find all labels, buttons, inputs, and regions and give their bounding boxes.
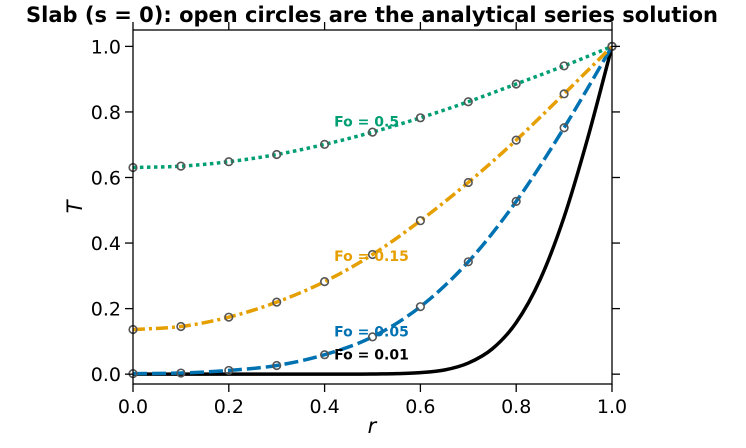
chart-title: Slab (s = 0): open circles are the analy…	[26, 3, 718, 27]
analytical-marker-3-8	[511, 79, 521, 89]
x-axis-label: r	[368, 414, 378, 438]
series-line-3	[133, 44, 612, 170]
axes: 0.0 0.2 0.4 0.6 0.8 1.0 0.0 0.2 0.4 0.6 0.8 1.0	[91, 22, 627, 418]
plot-frame	[132, 29, 613, 385]
series-line-0	[133, 45, 612, 376]
x-tick-label: 0.8	[501, 396, 531, 418]
series-label-2: Fo = 0.15	[334, 249, 409, 265]
analytical-marker-1-5	[367, 332, 378, 342]
analytical-marker-2-8	[511, 135, 521, 145]
analytical-marker-1-9	[559, 123, 569, 133]
series-label-3: Fo = 0.5	[334, 115, 399, 131]
series-label-1: Fo = 0.05	[334, 324, 409, 340]
analytical-marker-2-5	[367, 249, 378, 260]
analytical-marker-3-5	[367, 127, 378, 137]
x-tick-label: 0.2	[214, 396, 244, 418]
analytical-marker-3-3	[272, 149, 282, 160]
analytical-marker-1-7	[463, 257, 473, 267]
analytical-marker-1-2	[224, 365, 234, 376]
y-tick-label: 0.2	[91, 299, 121, 321]
analytical-marker-1-4	[320, 350, 330, 360]
series-label-0: Fo = 0.01	[334, 347, 409, 363]
analytical-marker-3-4	[320, 139, 330, 149]
analytical-marker-1-8	[511, 196, 521, 206]
x-tick-label: 0.0	[118, 396, 148, 418]
y-tick-label: 0.0	[91, 364, 121, 386]
analytical-marker-3-1	[176, 161, 186, 171]
analytical-marker-3-2	[224, 157, 234, 167]
analytical-marker-2-3	[272, 297, 282, 307]
analytical-marker-2-4	[320, 277, 330, 287]
analytical-marker-2-7	[463, 177, 473, 188]
y-tick-label: 0.4	[91, 233, 121, 255]
x-tick-label: 0.6	[405, 396, 435, 418]
y-axis-label: T	[63, 198, 87, 213]
analytical-marker-2-9	[559, 89, 569, 99]
x-tick-label: 0.4	[309, 396, 339, 418]
analytical-marker-3-9	[559, 61, 569, 71]
series-group	[133, 44, 612, 376]
analytical-marker-1-3	[272, 360, 282, 371]
series-line-2	[133, 45, 612, 332]
analytical-marker-1-1	[176, 368, 186, 378]
analytical-marker-2-6	[415, 216, 426, 226]
series-line-1	[133, 45, 612, 376]
y-tick-label: 1.0	[91, 36, 121, 58]
x-tick-label: 1.0	[597, 396, 627, 418]
plot-area: Fo = 0.01 Fo = 0.05 Fo = 0.15 Fo = 0.5	[128, 41, 617, 379]
analytical-marker-3-7	[463, 97, 473, 107]
analytical-marker-2-1	[176, 321, 186, 332]
analytical-marker-2-2	[224, 312, 234, 322]
analytical-marker-3-6	[415, 113, 426, 123]
y-tick-label: 0.8	[91, 102, 121, 124]
analytical-marker-1-6	[415, 302, 426, 312]
y-tick-label: 0.6	[91, 168, 121, 190]
